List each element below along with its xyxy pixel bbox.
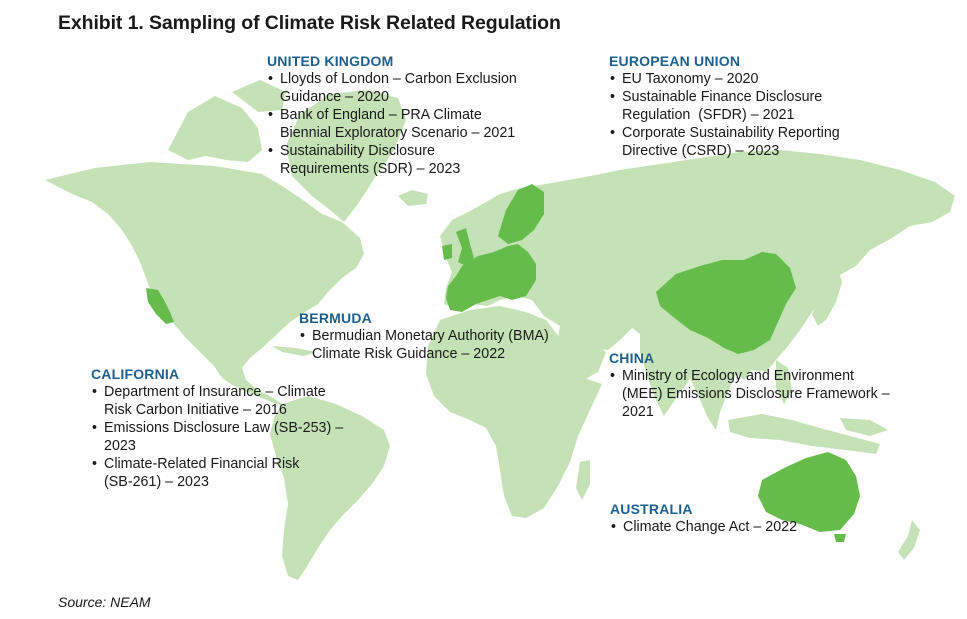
new-zealand [898, 520, 920, 560]
region-heading: UNITED KINGDOM [267, 53, 394, 69]
highlight-nordics [498, 184, 544, 244]
regulation-text: Risk Carbon Initiative – 2016 [104, 402, 287, 418]
region-heading: CHINA [609, 350, 655, 366]
regulation-item: EU Taxonomy – 2020 [609, 70, 840, 88]
arctic-islands [168, 96, 262, 162]
regulation-text: EU Taxonomy – 2020 [622, 71, 759, 87]
region-heading: BERMUDA [299, 310, 372, 326]
highlight-china [656, 252, 796, 354]
region-china: CHINA Ministry of Ecology and Environmen… [609, 349, 890, 421]
regulation-text: Climate Risk Guidance – 2022 [312, 346, 506, 362]
regulation-text: Department of Insurance – Climate [104, 384, 326, 400]
regulation-text: Climate-Related Financial Risk [104, 456, 300, 472]
regulation-text: Climate Change Act – 2022 [623, 519, 798, 535]
regulation-text: Regulation (SFDR) – 2021 [622, 107, 795, 123]
north-america-landmass [45, 162, 364, 408]
region-european-union: EUROPEAN UNION EU Taxonomy – 2020 Sustai… [609, 52, 840, 160]
new-guinea [840, 418, 888, 436]
regulation-text: Lloyds of London – Carbon Exclusion [280, 71, 517, 87]
southeast-asia-islands [728, 414, 880, 454]
regulation-list: Ministry of Ecology and Environment (MEE… [609, 367, 890, 421]
region-australia: AUSTRALIA Climate Change Act – 2022 [610, 500, 797, 536]
region-heading: CALIFORNIA [91, 366, 180, 382]
exhibit-title: Exhibit 1. Sampling of Climate Risk Rela… [58, 12, 561, 34]
regulation-list: Lloyds of London – Carbon Exclusion Guid… [267, 70, 517, 178]
regulation-text: Bermudian Monetary Authority (BMA) [312, 328, 549, 344]
regulation-list: Department of Insurance – Climate Risk C… [91, 383, 343, 491]
highlight-european-union [446, 244, 536, 312]
regulation-item: Climate-Related Financial Risk (SB-261) … [91, 455, 343, 491]
regulation-text: Sustainability Disclosure [280, 143, 435, 159]
regulation-item: Lloyds of London – Carbon Exclusion Guid… [267, 70, 517, 106]
region-california: CALIFORNIA Department of Insurance – Cli… [91, 365, 343, 491]
regulation-text: (MEE) Emissions Disclosure Framework – [622, 386, 890, 402]
highlight-california [146, 288, 174, 324]
highlight-tasmania [834, 534, 846, 542]
regulation-item: Bermudian Monetary Authority (BMA) Clima… [299, 327, 549, 363]
regulation-text: Sustainable Finance Disclosure [622, 89, 823, 105]
regulation-text: Guidance – 2020 [280, 89, 389, 105]
highlighted-regions [146, 184, 860, 542]
madagascar [576, 460, 590, 500]
regulation-list: EU Taxonomy – 2020 Sustainable Finance D… [609, 70, 840, 160]
regulation-text: Ministry of Ecology and Environment [622, 368, 855, 384]
iceland [398, 190, 428, 206]
highlight-australia [758, 452, 860, 532]
region-heading: EUROPEAN UNION [609, 53, 741, 69]
regulation-text: Biennial Exploratory Scenario – 2021 [280, 125, 516, 141]
regulation-item: Sustainable Finance Disclosure Regulatio… [609, 88, 840, 124]
regulation-text: Corporate Sustainability Reporting [622, 125, 840, 141]
regulation-item: Corporate Sustainability Reporting Direc… [609, 124, 840, 160]
region-united-kingdom: UNITED KINGDOM Lloyds of London – Carbon… [267, 52, 517, 178]
regulation-item: Department of Insurance – Climate Risk C… [91, 383, 343, 419]
regulation-list: Bermudian Monetary Authority (BMA) Clima… [299, 327, 549, 363]
source-note: Source: NEAM [58, 594, 151, 610]
regulation-item: Climate Change Act – 2022 [610, 518, 797, 536]
regulation-item: Ministry of Ecology and Environment (MEE… [609, 367, 890, 421]
regulation-text: 2021 [622, 404, 654, 420]
regulation-item: Sustainability Disclosure Requirements (… [267, 142, 517, 178]
regulation-text: Requirements (SDR) – 2023 [280, 161, 461, 177]
regulation-item: Emissions Disclosure Law (SB-253) – 2023 [91, 419, 343, 455]
regulation-text: Emissions Disclosure Law (SB-253) – [104, 420, 344, 436]
region-heading: AUSTRALIA [610, 501, 693, 517]
regulation-item: Bank of England – PRA Climate Biennial E… [267, 106, 517, 142]
regulation-text: (SB-261) – 2023 [104, 474, 209, 490]
japan [812, 252, 842, 326]
regulation-text: Directive (CSRD) – 2023 [622, 143, 780, 159]
region-bermuda: BERMUDA Bermudian Monetary Authority (BM… [299, 309, 549, 363]
highlight-united-kingdom [456, 228, 474, 266]
regulation-text: Bank of England – PRA Climate [280, 107, 482, 123]
highlight-ireland [442, 244, 452, 260]
regulation-list: Climate Change Act – 2022 [610, 518, 797, 536]
regulation-text: 2023 [104, 438, 136, 454]
